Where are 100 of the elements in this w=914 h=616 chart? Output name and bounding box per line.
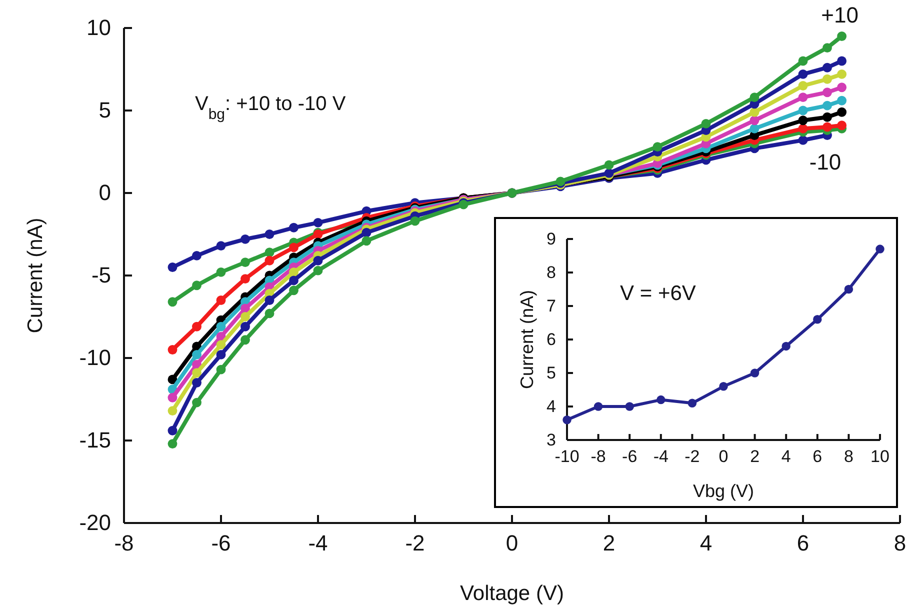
x-tick-label: 0 bbox=[506, 530, 518, 556]
point bbox=[701, 118, 711, 128]
x-tick-label: -8 bbox=[114, 530, 134, 556]
point bbox=[652, 142, 662, 152]
point bbox=[168, 262, 178, 272]
point bbox=[798, 81, 808, 90]
x-tick-label: -2 bbox=[684, 447, 700, 466]
annotation: +10 bbox=[821, 2, 858, 28]
point bbox=[289, 242, 298, 252]
point bbox=[216, 241, 226, 251]
x-tick-label: -6 bbox=[622, 447, 638, 466]
x-tick-label: -6 bbox=[211, 530, 231, 556]
y-tick-label: 4 bbox=[546, 396, 556, 416]
y-tick-label: 8 bbox=[546, 262, 556, 282]
point bbox=[240, 274, 250, 284]
y-tick-label: 5 bbox=[546, 363, 556, 382]
point bbox=[216, 364, 226, 374]
x-tick-label: 2 bbox=[750, 447, 760, 466]
point bbox=[798, 106, 808, 116]
y-tick-label: -10 bbox=[79, 345, 111, 370]
point bbox=[798, 135, 808, 145]
point bbox=[837, 120, 847, 130]
y-tick-label: 0 bbox=[98, 180, 111, 206]
x-tick-label: 2 bbox=[602, 530, 616, 556]
point bbox=[844, 284, 854, 294]
x-tick-label: -8 bbox=[590, 447, 606, 466]
y-tick-label: -15 bbox=[79, 428, 111, 453]
point bbox=[264, 248, 274, 258]
point bbox=[240, 312, 250, 322]
y-tick-label: 6 bbox=[546, 330, 556, 349]
x-tick-label: 0 bbox=[718, 447, 728, 466]
point bbox=[289, 286, 298, 296]
point bbox=[168, 297, 178, 307]
point bbox=[719, 382, 728, 391]
point bbox=[822, 62, 832, 72]
point bbox=[782, 342, 790, 351]
annotation: -10 bbox=[809, 149, 842, 174]
point bbox=[168, 345, 178, 354]
y-tick-label: 9 bbox=[546, 229, 556, 248]
point bbox=[813, 315, 822, 324]
point bbox=[837, 96, 847, 106]
point bbox=[798, 116, 808, 126]
point bbox=[216, 350, 226, 360]
point bbox=[289, 276, 298, 286]
point bbox=[362, 236, 372, 246]
annotation: V$_{bg}$: +10 to -10 V bbox=[195, 93, 346, 122]
y-axis-title: Current (nA) bbox=[516, 290, 537, 390]
point bbox=[216, 340, 226, 350]
point bbox=[240, 304, 250, 314]
point bbox=[798, 92, 808, 102]
point bbox=[216, 267, 226, 277]
point bbox=[688, 398, 697, 408]
point bbox=[168, 439, 178, 449]
y-tick-label: 3 bbox=[546, 430, 556, 450]
point bbox=[264, 256, 274, 266]
x-tick-label: 10 bbox=[870, 447, 890, 466]
y-axis-title: Current (nA) bbox=[24, 218, 48, 334]
x-tick-label: 4 bbox=[781, 447, 791, 466]
point bbox=[837, 82, 847, 92]
point bbox=[264, 230, 274, 239]
point bbox=[216, 296, 226, 305]
point bbox=[192, 350, 202, 360]
point bbox=[822, 88, 832, 98]
point bbox=[289, 267, 298, 277]
x-tick-label: 6 bbox=[812, 447, 822, 466]
y-tick-label: 5 bbox=[98, 98, 111, 123]
point bbox=[822, 112, 832, 122]
point bbox=[656, 395, 666, 404]
point bbox=[240, 335, 250, 345]
point bbox=[216, 322, 226, 332]
point bbox=[837, 56, 847, 66]
point bbox=[876, 244, 884, 254]
point bbox=[192, 378, 202, 388]
point bbox=[837, 69, 847, 79]
x-axis-title: Voltage (V) bbox=[460, 582, 564, 605]
x-tick-label: -2 bbox=[405, 530, 425, 556]
point bbox=[750, 107, 760, 117]
point bbox=[240, 234, 250, 244]
point bbox=[822, 74, 832, 84]
annotation: V = +6V bbox=[620, 282, 696, 305]
point bbox=[822, 100, 832, 110]
y-tick-label: -5 bbox=[91, 262, 111, 288]
y-tick-label: 7 bbox=[546, 296, 556, 316]
point bbox=[264, 296, 274, 305]
point bbox=[822, 122, 832, 132]
point bbox=[410, 216, 420, 226]
point bbox=[837, 32, 847, 41]
point bbox=[168, 426, 178, 436]
point bbox=[192, 322, 202, 332]
y-tick-label: 10 bbox=[86, 15, 111, 40]
point bbox=[240, 322, 250, 332]
point bbox=[313, 218, 323, 228]
y-tick-label: -20 bbox=[79, 510, 111, 536]
point bbox=[313, 256, 323, 266]
point bbox=[192, 250, 202, 260]
point bbox=[798, 124, 808, 134]
point bbox=[594, 402, 603, 411]
x-tick-label: -4 bbox=[653, 447, 668, 466]
x-tick-label: 6 bbox=[796, 530, 810, 556]
point bbox=[750, 116, 760, 126]
